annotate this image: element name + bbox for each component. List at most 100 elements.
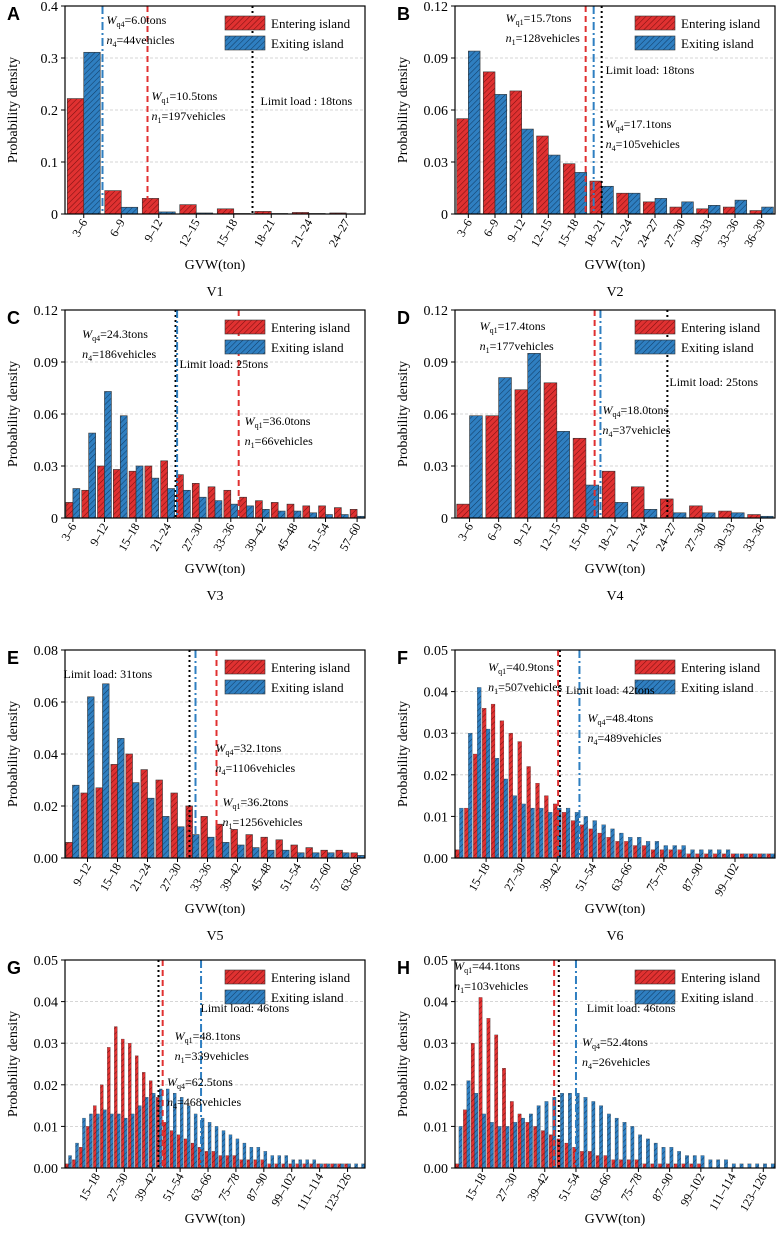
bar-entering (149, 1080, 153, 1169)
bar-entering (757, 853, 762, 859)
panel-letter: D (397, 308, 410, 328)
bar-exiting (96, 1113, 100, 1169)
bar-exiting (474, 1092, 479, 1169)
x-tick-label: 27–30 (104, 1171, 131, 1204)
bar-entering (274, 1163, 278, 1169)
bar-exiting (131, 1113, 135, 1169)
y-axis-title: Probability density (6, 701, 21, 807)
bar-exiting (544, 1101, 549, 1169)
bar-exiting (88, 432, 96, 519)
bar-exiting (326, 1163, 330, 1169)
legend-swatch-entering (634, 969, 676, 985)
bar-exiting (485, 728, 491, 859)
bar-exiting (270, 1155, 275, 1169)
bar-exiting (297, 852, 305, 859)
bar-entering (681, 1163, 686, 1169)
entering-count-label: n1=339vehicles (175, 1049, 249, 1065)
bar-entering (320, 849, 328, 859)
bar-exiting (466, 1080, 471, 1169)
y-tick-label: 0.4 (41, 0, 59, 15)
bar-entering (179, 204, 197, 215)
bar-entering (456, 118, 469, 215)
bar-entering (288, 1163, 292, 1169)
bar-entering (689, 1163, 694, 1169)
bar-exiting (117, 1113, 121, 1169)
bar-entering (66, 98, 85, 215)
bar-entering (696, 208, 709, 215)
bar-exiting (262, 509, 270, 519)
bar-entering (128, 470, 137, 519)
bar-exiting (104, 391, 112, 519)
bar-entering (113, 469, 121, 519)
bar-exiting (312, 852, 320, 859)
bar-entering (337, 1163, 341, 1169)
bar-entering (72, 1159, 76, 1169)
y-tick-label: 0.03 (424, 460, 449, 475)
bar-entering (673, 1163, 678, 1169)
bar-entering (570, 820, 576, 859)
x-tick-label: 75–78 (643, 861, 670, 894)
entering-weight-label: Wq1=44.1tons (454, 959, 520, 975)
bar-exiting (663, 845, 668, 859)
bar-entering (473, 753, 478, 859)
bar-exiting (708, 205, 721, 215)
bar-entering (509, 1101, 514, 1169)
y-tick-label: 0 (441, 512, 448, 527)
bar-exiting (167, 488, 175, 519)
bar-entering (230, 829, 238, 859)
bar-entering (642, 1163, 647, 1169)
bar-exiting (505, 1126, 510, 1169)
bar-exiting (619, 832, 624, 859)
legend-label-exiting: Exiting island (681, 36, 754, 51)
x-tick-label: 123–126 (321, 1171, 354, 1214)
bar-exiting (354, 1163, 358, 1169)
legend-swatch-exiting (634, 339, 676, 355)
legend-label-exiting: Exiting island (681, 990, 754, 1005)
bar-exiting (186, 1105, 191, 1169)
bar-entering (517, 1113, 522, 1169)
x-tick-label: 24–27 (634, 217, 661, 250)
y-axis-title: Probability density (6, 361, 21, 467)
x-tick-label: 6–9 (480, 217, 501, 240)
bar-entering (642, 845, 647, 859)
x-tick-label: 3–6 (69, 217, 90, 240)
bar-entering (104, 190, 122, 215)
bar-exiting (725, 849, 731, 859)
bar-entering (704, 853, 709, 859)
bar-exiting (284, 1155, 288, 1169)
bar-entering (695, 853, 700, 859)
bar-entering (239, 1159, 244, 1169)
bar-exiting (610, 828, 615, 859)
bar-exiting (654, 198, 668, 215)
y-tick-label: 0.12 (34, 304, 59, 319)
bar-entering (455, 849, 460, 859)
exiting-weight-label: Wq4=6.0tons (107, 13, 167, 29)
legend-label-entering: Entering island (271, 970, 351, 985)
y-tick-label: 0.03 (34, 460, 59, 475)
bar-exiting (120, 206, 139, 215)
x-tick-label: 45–48 (273, 521, 300, 554)
x-tick-label: 51–54 (160, 1171, 187, 1204)
exiting-count-label: n4=44vehicles (107, 33, 175, 49)
bar-entering (155, 1097, 160, 1169)
bar-exiting (305, 1159, 309, 1169)
y-axis-title: Probability density (396, 361, 411, 467)
x-axis-title: GVW(ton) (185, 258, 246, 273)
bar-entering (344, 1163, 348, 1169)
bar-exiting (731, 512, 745, 519)
x-tick-label: 24–27 (326, 217, 353, 250)
legend-swatch-entering (224, 659, 266, 675)
entering-weight-label: Wq1=48.1tons (175, 1029, 241, 1045)
bar-entering (619, 1159, 623, 1169)
legend-label-entering: Entering island (271, 320, 351, 335)
bar-exiting (222, 842, 230, 859)
bar-exiting (701, 512, 716, 519)
bar-exiting (708, 1159, 713, 1169)
bar-exiting (672, 845, 677, 859)
x-axis-title: GVW(ton) (185, 1212, 246, 1227)
x-tick-label: 3–6 (454, 217, 475, 240)
y-tick-label: 0.04 (34, 996, 59, 1011)
plot-frame (64, 649, 366, 859)
legend-swatch-exiting (634, 35, 676, 51)
bar-entering (270, 502, 279, 519)
